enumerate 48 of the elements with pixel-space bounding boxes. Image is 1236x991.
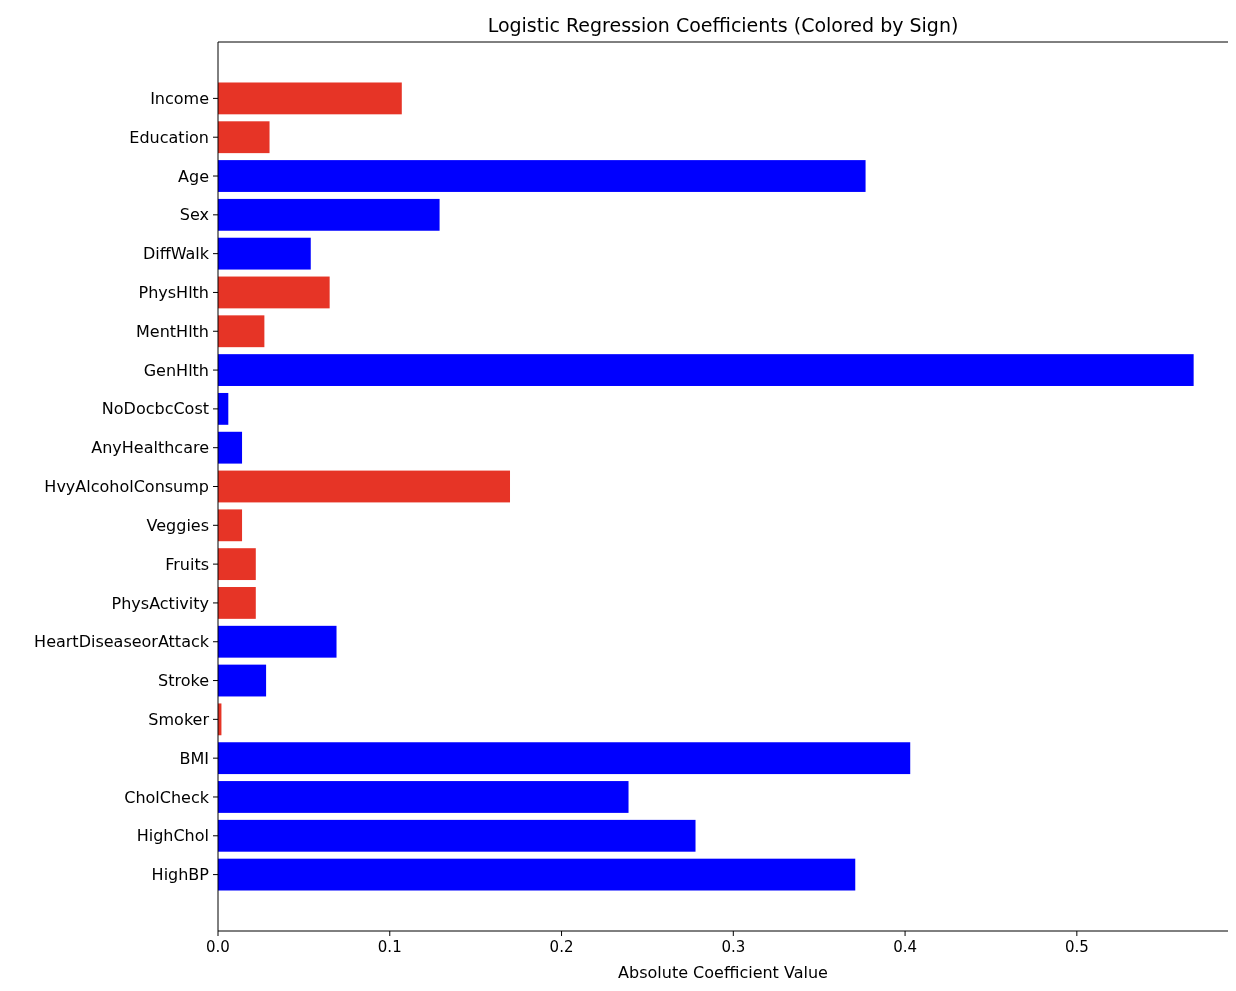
y-tick-label: MentHlth <box>136 321 209 341</box>
y-tick-label: HeartDiseaseorAttack <box>34 632 210 652</box>
x-tick-label: 0.3 <box>721 938 746 956</box>
y-tick-label: CholCheck <box>124 787 210 807</box>
x-tick-label: 0.4 <box>893 938 917 956</box>
bar <box>218 82 402 115</box>
x-tick-label: 0.2 <box>549 938 574 956</box>
x-tick-label: 0.1 <box>377 938 402 956</box>
y-tick-label: GenHlth <box>143 360 209 380</box>
y-tick-label: HvyAlcoholConsump <box>44 477 209 497</box>
bar <box>218 121 270 154</box>
bar <box>218 237 311 270</box>
bar <box>218 276 330 309</box>
bar <box>218 470 511 503</box>
bar <box>218 625 337 658</box>
y-tick-label: AnyHealthcare <box>91 438 209 458</box>
y-tick-label: PhysActivity <box>111 593 209 613</box>
y-tick-label: Veggies <box>146 515 209 535</box>
bar <box>218 742 911 775</box>
y-tick-label: DiffWalk <box>142 244 210 264</box>
bar <box>218 509 243 542</box>
y-tick-label: Education <box>129 127 209 147</box>
bar <box>218 587 256 619</box>
bar <box>218 819 696 852</box>
bar <box>218 431 243 464</box>
y-tick-label: Stroke <box>158 671 209 691</box>
bar <box>218 781 629 813</box>
x-tick-label: 0.5 <box>1064 938 1089 956</box>
y-tick-label: Smoker <box>148 709 210 729</box>
bar <box>218 664 267 697</box>
bar <box>218 548 256 581</box>
chart-title: Logistic Regression Coefficients (Colored by Sign) <box>487 14 959 36</box>
x-axis-title: Absolute Coefficient Value <box>618 963 828 982</box>
bar <box>218 198 440 231</box>
y-tick-label: NoDocbcCost <box>101 399 209 419</box>
x-tick-label: 0.0 <box>206 938 230 956</box>
bar <box>218 160 866 192</box>
bar <box>218 315 265 348</box>
y-tick-label: Income <box>150 89 209 108</box>
y-tick-label: Age <box>178 166 209 186</box>
y-tick-label: Sex <box>179 205 209 225</box>
y-tick-label: BMI <box>179 748 209 768</box>
bar <box>218 354 1194 386</box>
bar <box>218 858 856 891</box>
y-tick-label: Fruits <box>165 554 209 574</box>
y-tick-label: HighChol <box>136 826 209 846</box>
y-tick-label: HighBP <box>151 865 210 885</box>
y-tick-label: PhysHlth <box>138 283 209 303</box>
